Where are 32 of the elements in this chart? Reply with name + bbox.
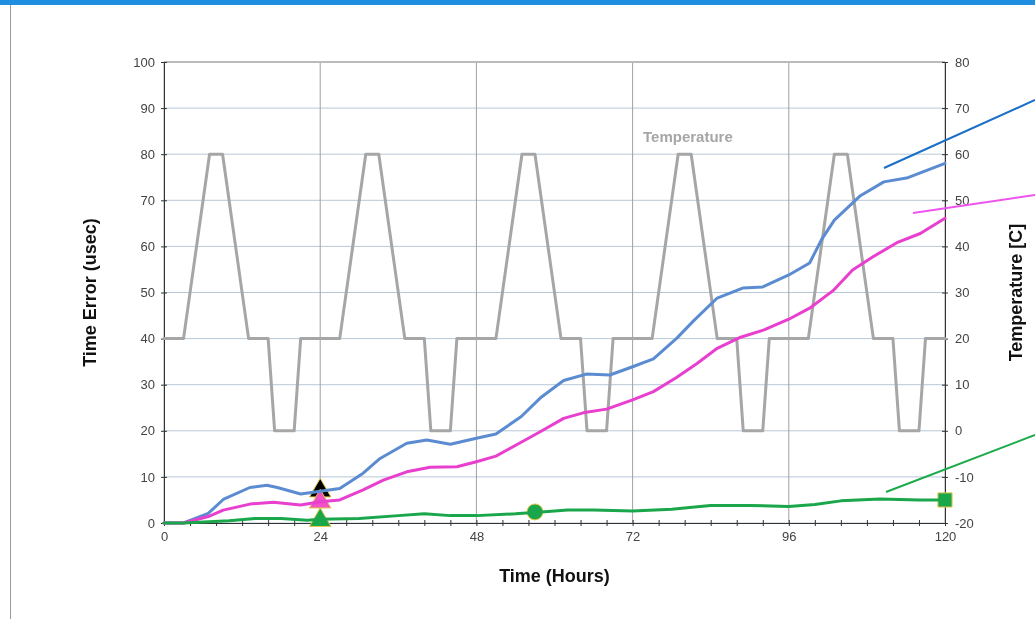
y-tick-label: 0 [147, 515, 155, 531]
y-tick-label: 10 [140, 469, 155, 485]
y-tick-label: 60 [140, 239, 155, 255]
x-tick-label: 96 [782, 529, 797, 545]
y2-tick-label: 70 [955, 100, 970, 116]
y2-tick-label: 0 [955, 423, 963, 439]
y-axis-title: Time Error (usec) [80, 218, 100, 367]
x-tick-label: 24 [313, 529, 328, 545]
y-tick-label: 40 [140, 331, 155, 347]
y-tick-label: 90 [140, 100, 155, 116]
y-tick-label: 100 [133, 54, 155, 70]
y-tick-label: 80 [140, 146, 155, 162]
x-tick-label: 120 [934, 529, 957, 545]
x-tick-label: 48 [469, 529, 485, 545]
y-tick-label: 20 [140, 423, 155, 439]
y-tick-label: 70 [140, 192, 155, 208]
y2-tick-label: 60 [955, 146, 970, 162]
y2-tick-label: 50 [955, 192, 970, 208]
y2-axis-title: Temperature [C] [1006, 223, 1026, 362]
x-axis-title: Time (Hours) [499, 566, 610, 586]
y2-tick-label: -10 [955, 469, 974, 485]
y2-tick-label: 30 [955, 285, 970, 301]
x-tick-label: 0 [160, 529, 169, 545]
y2-tick-label: 10 [955, 377, 970, 393]
y2-tick-label: -20 [955, 515, 974, 531]
series-label: Temperature [643, 128, 733, 145]
y-tick-label: 50 [140, 285, 155, 301]
y-tick-label: 30 [140, 377, 155, 393]
y2-tick-label: 40 [955, 239, 970, 255]
x-tick-label: 72 [625, 529, 641, 545]
y2-tick-label: 20 [955, 331, 970, 347]
y2-tick-label: 80 [955, 54, 970, 70]
